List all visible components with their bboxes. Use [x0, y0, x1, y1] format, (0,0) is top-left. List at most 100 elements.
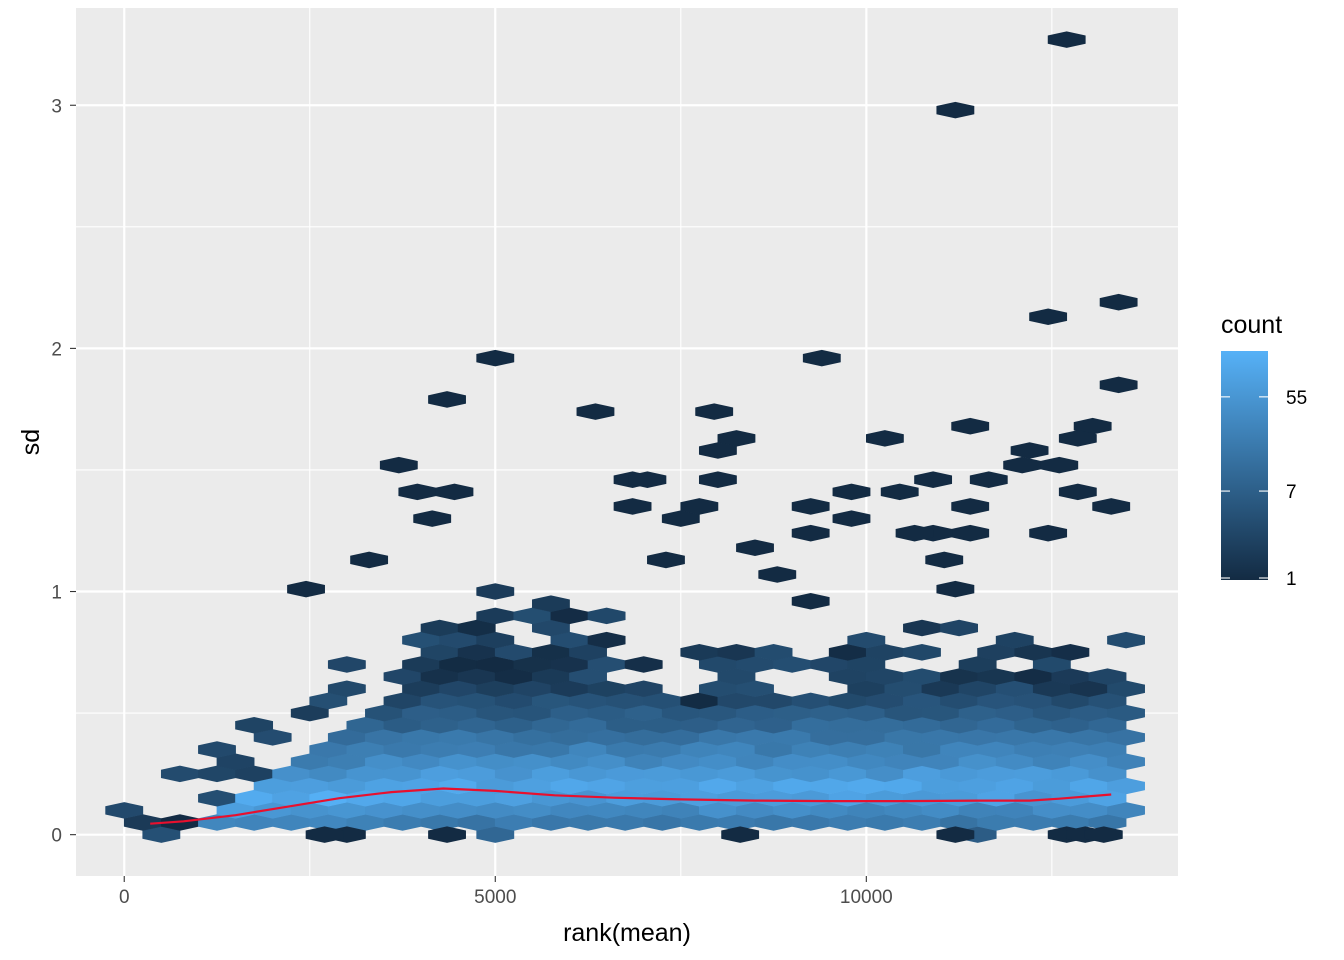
hex-cell [198, 741, 236, 758]
hex-cell [977, 692, 1016, 710]
hex-cell [828, 668, 867, 685]
hex-cell [958, 729, 997, 746]
hex-cell [680, 741, 719, 758]
y-tick-label: 0 [51, 826, 62, 847]
hex-cell [717, 765, 756, 783]
hex-cell [1088, 765, 1127, 783]
hex-cell [327, 753, 366, 770]
hex-cell [253, 729, 292, 746]
hex-cell [383, 716, 422, 734]
hex-cell [698, 729, 737, 746]
outlier-hex [865, 430, 904, 447]
outlier-hex [1058, 483, 1097, 501]
hex-cell [550, 777, 589, 795]
hex-cell [457, 716, 496, 734]
hex-cell [439, 631, 478, 649]
outlier-hex [428, 391, 466, 408]
hex-cell [235, 814, 274, 831]
hex-cell [624, 704, 663, 722]
outlier-hex [628, 471, 667, 488]
hex-cell [1107, 777, 1145, 795]
hex-cell [383, 814, 422, 831]
hex-cell [698, 704, 737, 722]
hex-cell [513, 802, 552, 819]
hex-cell [309, 692, 348, 710]
hex-cell [940, 668, 979, 685]
hex-cell [1088, 692, 1127, 710]
hex-cell [346, 814, 385, 831]
hex-cell [643, 741, 682, 758]
hex-cell [476, 826, 515, 843]
hex-cell [420, 619, 459, 637]
hex-cell [1051, 716, 1090, 734]
hex-cell [995, 777, 1034, 795]
hex-cell [532, 741, 570, 758]
hex-cell [754, 716, 793, 734]
hex-cell [569, 716, 607, 734]
hex-cell [383, 692, 422, 710]
hex-cell [494, 814, 533, 831]
hex-cell [624, 729, 663, 746]
hex-cell [569, 814, 607, 831]
hex-cell [680, 716, 719, 734]
hex-cell [457, 644, 496, 661]
hex-cell [402, 656, 440, 673]
hex-cell [828, 644, 867, 661]
hex-cell [643, 716, 682, 734]
hex-cell [383, 789, 422, 807]
hex-cell [346, 716, 385, 734]
hex-cell [309, 765, 348, 783]
hex-cell [940, 789, 979, 807]
hex-cell [828, 789, 867, 807]
hex-cell [402, 753, 440, 770]
hex-cell [847, 802, 886, 819]
hex-cell [810, 802, 849, 819]
outlier-hex [428, 826, 466, 843]
hex-cell [1014, 765, 1053, 783]
outlier-hex [287, 580, 325, 598]
hex-cell [587, 802, 626, 819]
outlier-hex [721, 826, 760, 843]
hex-cell [680, 814, 719, 831]
hex-cell [884, 777, 923, 795]
hex-cell [717, 789, 756, 807]
outlier-hex [791, 524, 830, 542]
hex-cell [606, 741, 645, 758]
hex-cell [791, 716, 830, 734]
hex-cell [327, 729, 366, 746]
hex-cell [754, 741, 793, 758]
hex-cell [272, 789, 311, 807]
hex-cell [457, 765, 496, 783]
hex-cell [532, 716, 570, 734]
hex-cell [457, 619, 496, 637]
hex-cell [903, 789, 941, 807]
hex-cell [327, 656, 366, 673]
hex-cell [439, 680, 478, 698]
hex-cell [420, 814, 459, 831]
outlier-hex [936, 826, 975, 843]
hex-cell [624, 777, 663, 795]
hex-cell [569, 692, 607, 710]
hex-cell [476, 631, 515, 649]
hex-cell [828, 741, 867, 758]
hex-cell [235, 789, 274, 807]
hex-cell [921, 704, 960, 722]
hex-cell [532, 765, 570, 783]
hex-cell [977, 644, 1016, 661]
hex-cell [828, 765, 867, 783]
hex-cell [1051, 668, 1090, 685]
hex-cell [643, 692, 682, 710]
hex-cell [661, 729, 700, 746]
hex-cell [903, 716, 941, 734]
hex-cell [402, 631, 440, 649]
hex-cell [624, 680, 663, 698]
hex-cell [402, 680, 440, 698]
hex-cell [494, 644, 533, 661]
hex-cell [958, 656, 997, 673]
outlier-cells [287, 31, 1138, 843]
hex-cell [810, 729, 849, 746]
hex-cell [569, 765, 607, 783]
hex-cell [736, 777, 774, 795]
